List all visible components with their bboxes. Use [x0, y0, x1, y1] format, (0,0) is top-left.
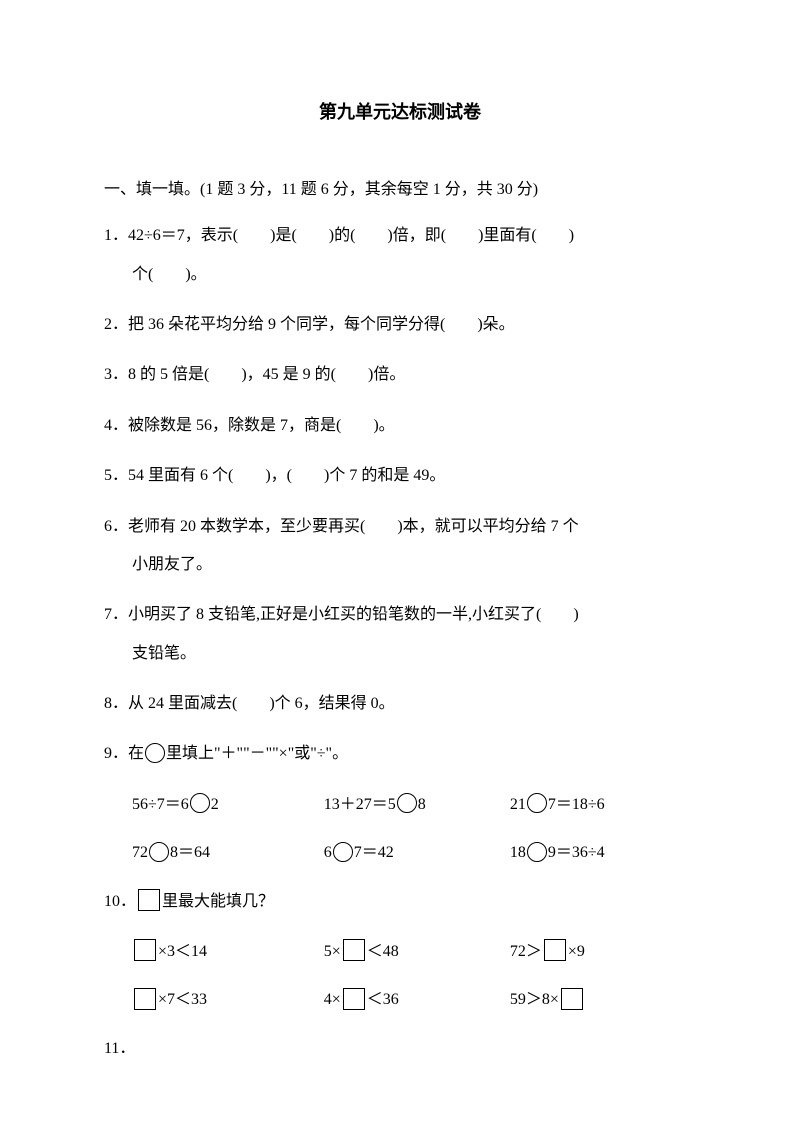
box-icon	[138, 889, 160, 911]
q10-r1c2a: 5×	[324, 943, 341, 960]
question-1: 1．42÷6＝7，表示( )是( )的( )倍，即( )里面有( )	[104, 217, 696, 255]
circle-icon	[149, 842, 169, 862]
q9-r1c2b: 8	[418, 796, 426, 813]
circle-icon	[397, 793, 417, 813]
box-icon	[134, 988, 156, 1010]
box-icon	[134, 939, 156, 961]
q10-r2c1a: ×7＜33	[158, 991, 207, 1008]
q9-r2c1: 72 8＝64	[132, 834, 324, 872]
q9-r2c1b: 8＝64	[170, 844, 210, 861]
q10-r2c1: ×7＜33	[132, 981, 324, 1019]
q9-r2c3: 18 9＝36÷4	[510, 834, 696, 872]
q9-pre: 9．在	[104, 745, 144, 762]
q10-r1c1: ×3＜14	[132, 933, 324, 971]
question-6-cont: 小朋友了。	[104, 546, 696, 584]
question-10-header: 10． 里最大能填几？	[104, 883, 696, 921]
question-9-row-2: 72 8＝64 6 7＝42 18 9＝36÷4	[104, 834, 696, 872]
q10-r2c2a: 4×	[324, 991, 341, 1008]
q9-r1c1b: 2	[211, 796, 219, 813]
box-icon	[343, 939, 365, 961]
box-icon	[343, 988, 365, 1010]
circle-icon	[190, 793, 210, 813]
question-4: 4．被除数是 56，除数是 7，商是( )。	[104, 407, 696, 445]
q9-r1c2a: 13＋27＝5	[324, 796, 396, 813]
box-icon	[561, 988, 583, 1010]
page-title: 第九单元达标测试卷	[104, 96, 696, 128]
q10-r1c2: 5× ＜48	[324, 933, 510, 971]
q10-r1c1a: ×3＜14	[158, 943, 207, 960]
section-1-header: 一、填一填。(1 题 3 分，11 题 6 分，其余每空 1 分，共 30 分)	[104, 176, 696, 205]
question-5: 5．54 里面有 6 个( )，( )个 7 的和是 49。	[104, 457, 696, 495]
box-icon	[544, 939, 566, 961]
question-10-row-2: ×7＜33 4× ＜36 59＞8×	[104, 981, 696, 1019]
q9-r1c1a: 56÷7＝6	[132, 796, 189, 813]
circle-icon	[145, 743, 165, 763]
q10-r2c2: 4× ＜36	[324, 981, 510, 1019]
q10-post: 里最大能填几？	[162, 893, 274, 910]
question-9-header: 9．在 里填上"＋""－""×"或"÷"。	[104, 735, 696, 773]
q9-r2c2a: 6	[324, 844, 332, 861]
q9-r2c2: 6 7＝42	[324, 834, 510, 872]
q9-r2c3a: 18	[510, 844, 526, 861]
q9-r1c3: 21 7＝18÷6	[510, 786, 696, 824]
question-3: 3．8 的 5 倍是( )，45 是 9 的( )倍。	[104, 356, 696, 394]
question-1-cont: 个( )。	[104, 256, 696, 294]
q10-r1c3a: 72＞	[510, 943, 542, 960]
q10-r2c2b: ＜36	[367, 991, 399, 1008]
q9-r2c3b: 9＝36÷4	[548, 844, 605, 861]
q10-r2c3: 59＞8×	[510, 981, 696, 1019]
question-7-cont: 支铅笔。	[104, 635, 696, 673]
question-8: 8．从 24 里面减去( )个 6，结果得 0。	[104, 685, 696, 723]
q9-r1c3a: 21	[510, 796, 526, 813]
q9-r1c3b: 7＝18÷6	[548, 796, 605, 813]
question-11: 11．	[104, 1030, 696, 1068]
q9-post: 里填上"＋""－""×"或"÷"。	[166, 745, 348, 762]
circle-icon	[333, 842, 353, 862]
q9-r1c2: 13＋27＝5 8	[324, 786, 510, 824]
circle-icon	[527, 842, 547, 862]
question-7: 7．小明买了 8 支铅笔,正好是小红买的铅笔数的一半,小红买了( )	[104, 596, 696, 634]
question-6: 6．老师有 20 本数学本，至少要再买( )本，就可以平均分给 7 个	[104, 508, 696, 546]
question-2: 2．把 36 朵花平均分给 9 个同学，每个同学分得( )朵。	[104, 306, 696, 344]
q10-pre: 10．	[104, 893, 136, 910]
q9-r1c1: 56÷7＝6 2	[132, 786, 324, 824]
question-10-row-1: ×3＜14 5× ＜48 72＞ ×9	[104, 933, 696, 971]
q9-r2c2b: 7＝42	[354, 844, 394, 861]
q10-r2c3a: 59＞8×	[510, 991, 559, 1008]
q10-r1c3b: ×9	[568, 943, 585, 960]
circle-icon	[527, 793, 547, 813]
q9-r2c1a: 72	[132, 844, 148, 861]
q10-r1c3: 72＞ ×9	[510, 933, 696, 971]
question-9-row-1: 56÷7＝6 2 13＋27＝5 8 21 7＝18÷6	[104, 786, 696, 824]
q10-r1c2b: ＜48	[367, 943, 399, 960]
